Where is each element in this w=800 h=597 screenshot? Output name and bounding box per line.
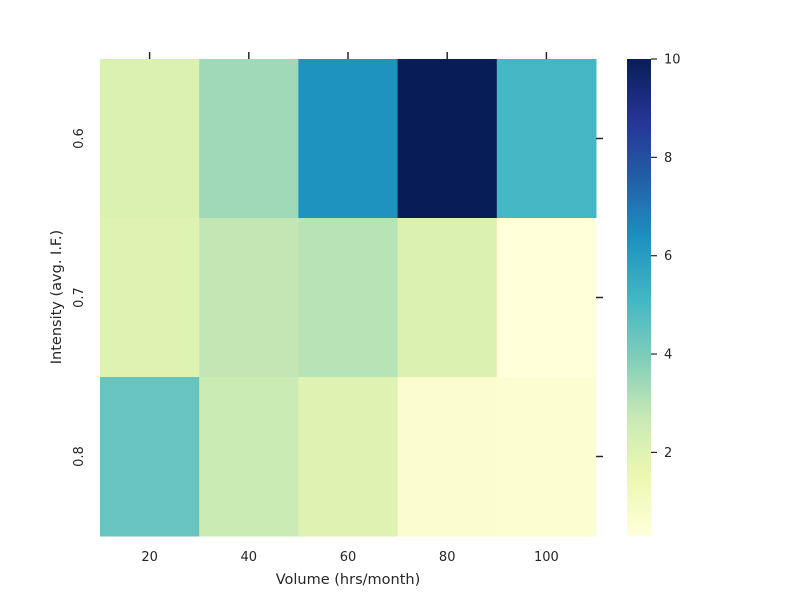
heatmap-cells: [100, 59, 597, 537]
heatmap-cell: [100, 59, 200, 219]
heatmap-cell: [496, 377, 597, 537]
y-tick-label: 0.8: [72, 446, 87, 467]
x-tick-label: 20: [141, 550, 158, 565]
heatmap-cell: [397, 218, 498, 378]
colorbar-tick-label: 4: [664, 348, 672, 363]
heatmap-cell: [397, 377, 498, 537]
colorbar-tick-label: 6: [664, 249, 672, 264]
x-tick-label: 100: [534, 550, 559, 565]
y-axis-ticks: 0.6 0.7 0.8: [72, 128, 603, 467]
heatmap-cell: [199, 377, 299, 537]
x-axis-title: Volume (hrs/month): [276, 572, 421, 588]
heatmap-cell: [496, 59, 597, 219]
colorbar-tick-label: 10: [664, 53, 681, 68]
heatmap-cell: [100, 377, 200, 537]
heatmap-cell: [298, 59, 399, 219]
heatmap-cell: [100, 218, 200, 378]
y-tick-label: 0.7: [72, 287, 87, 308]
colorbar-tick-label: 2: [664, 446, 672, 461]
heatmap-cell: [298, 377, 399, 537]
colorbar-ticks: 2 4 6 8 10: [651, 53, 681, 461]
heatmap-cell: [298, 218, 399, 378]
heatmap-cell: [496, 218, 597, 378]
heatmap-cell: [199, 218, 299, 378]
x-tick-label: 80: [439, 550, 456, 565]
x-tick-label: 40: [241, 550, 258, 565]
y-axis-title: Intensity (avg. I.F.): [49, 230, 65, 364]
heatmap-cell: [397, 59, 498, 219]
colorbar-tick-label: 8: [664, 151, 672, 166]
heatmap-cell: [199, 59, 299, 219]
colorbar: [627, 59, 651, 536]
x-tick-label: 60: [340, 550, 357, 565]
x-axis-ticks: 20 40 60 80 100: [141, 52, 559, 565]
y-tick-label: 0.6: [72, 128, 87, 149]
